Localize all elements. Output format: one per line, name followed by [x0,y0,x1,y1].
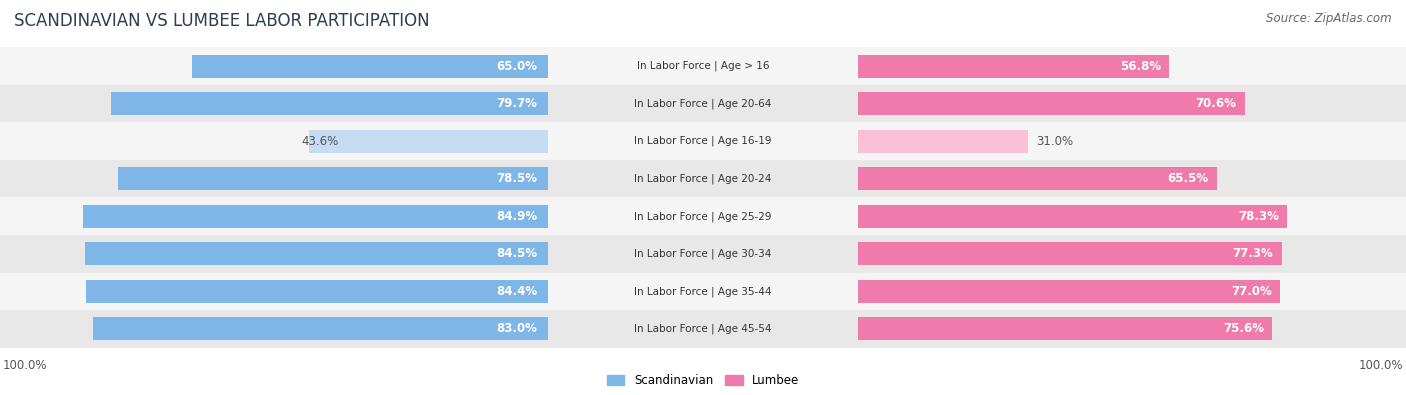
Bar [858,198,1406,235]
Text: 70.6%: 70.6% [1195,97,1236,110]
Legend: Scandinavian, Lumbee: Scandinavian, Lumbee [605,371,801,389]
Text: In Labor Force | Age 25-29: In Labor Force | Age 25-29 [634,211,772,222]
Bar [0,198,548,235]
Bar [191,55,548,78]
Bar [858,205,1286,228]
Text: In Labor Force | Age > 16: In Labor Force | Age > 16 [637,61,769,71]
Bar [858,235,1406,273]
Bar [548,85,858,122]
Bar [0,85,548,122]
Bar [548,47,858,85]
Bar [309,130,548,153]
Text: 78.3%: 78.3% [1237,210,1279,223]
Bar [858,92,1244,115]
Text: SCANDINAVIAN VS LUMBEE LABOR PARTICIPATION: SCANDINAVIAN VS LUMBEE LABOR PARTICIPATI… [14,12,430,30]
Bar [858,160,1406,198]
Text: 65.5%: 65.5% [1167,172,1209,185]
Bar [86,280,548,303]
Bar [858,280,1279,303]
Bar [111,92,548,115]
Text: 78.5%: 78.5% [496,172,537,185]
Bar [84,242,548,265]
Bar [858,85,1406,122]
Text: In Labor Force | Age 20-24: In Labor Force | Age 20-24 [634,173,772,184]
Bar [858,242,1281,265]
Text: 43.6%: 43.6% [301,135,339,148]
Bar [0,160,548,198]
Bar [93,317,548,340]
Bar [0,122,548,160]
Bar [548,198,858,235]
Text: 77.3%: 77.3% [1233,247,1274,260]
Bar [858,310,1406,348]
Text: 75.6%: 75.6% [1223,322,1264,335]
Text: 56.8%: 56.8% [1119,60,1161,73]
Text: 100.0%: 100.0% [3,359,48,372]
Text: In Labor Force | Age 16-19: In Labor Force | Age 16-19 [634,136,772,147]
Bar [0,273,548,310]
Bar [858,55,1170,78]
Bar [0,47,548,85]
Text: 83.0%: 83.0% [496,322,537,335]
Bar [548,160,858,198]
Text: In Labor Force | Age 20-64: In Labor Force | Age 20-64 [634,98,772,109]
Text: 84.9%: 84.9% [496,210,537,223]
Text: 65.0%: 65.0% [496,60,537,73]
Text: 84.5%: 84.5% [496,247,537,260]
Bar [858,273,1406,310]
Bar [0,310,548,348]
Text: 100.0%: 100.0% [1358,359,1403,372]
Bar [548,122,858,160]
Text: In Labor Force | Age 35-44: In Labor Force | Age 35-44 [634,286,772,297]
Text: 79.7%: 79.7% [496,97,537,110]
Text: 84.4%: 84.4% [496,285,537,298]
Bar [118,167,548,190]
Bar [0,235,548,273]
Bar [548,235,858,273]
Bar [858,47,1406,85]
Bar [548,273,858,310]
Bar [858,317,1272,340]
Text: In Labor Force | Age 30-34: In Labor Force | Age 30-34 [634,248,772,259]
Bar [858,167,1216,190]
Text: In Labor Force | Age 45-54: In Labor Force | Age 45-54 [634,324,772,334]
Bar [83,205,548,228]
Bar [858,130,1028,153]
Text: 77.0%: 77.0% [1230,285,1271,298]
Text: 31.0%: 31.0% [1036,135,1073,148]
Text: Source: ZipAtlas.com: Source: ZipAtlas.com [1267,12,1392,25]
Bar [548,310,858,348]
Bar [858,122,1406,160]
